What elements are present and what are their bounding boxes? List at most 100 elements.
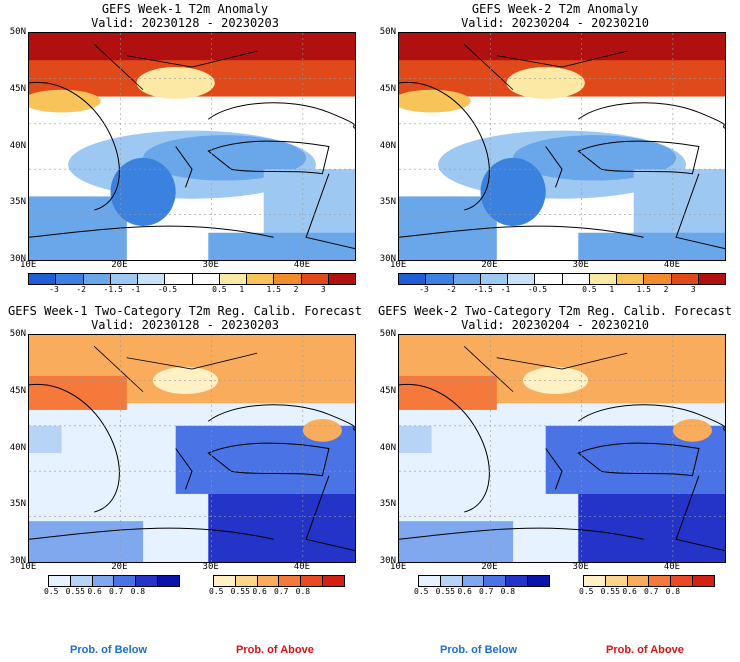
colorbar-tick: 2: [663, 285, 669, 294]
colorbar-swatch: [70, 576, 93, 586]
map-field: [398, 334, 726, 563]
colorbar-swatch: [247, 274, 275, 284]
colorbar-tick: -0.5: [157, 285, 178, 294]
colorbar-tick: 0.8: [665, 587, 681, 596]
lat-label: 35N: [9, 197, 26, 208]
below-colorbar: [48, 575, 180, 587]
colorbar-tick: 0.8: [295, 587, 311, 596]
lat-label: 45N: [9, 385, 26, 396]
legend-below-left: Prob. of Below: [70, 644, 147, 656]
lat-label: 30N: [9, 556, 26, 566]
colorbar-tick: 0.7: [274, 587, 289, 596]
panel-title: GEFS Week-1 T2m Anomaly: [101, 2, 269, 16]
map-panel-4: GEFS Week-2 Two-Category T2m Reg. Calib.…: [370, 302, 740, 602]
colorbar-swatch: [480, 274, 508, 284]
colorbar-swatch: [698, 274, 725, 284]
lat-label: 50N: [9, 329, 26, 339]
above-colorbar: [583, 575, 715, 587]
colorbar-swatch: [56, 274, 84, 284]
colorbar-tick: 3: [690, 285, 696, 294]
panel-valid-date: Valid: 20230128 - 20230203: [91, 16, 279, 30]
colorbar-tick: -2: [76, 285, 86, 294]
colorbar-swatch: [158, 576, 179, 586]
colorbar-swatch: [440, 576, 463, 586]
colorbar-swatch: [92, 576, 115, 586]
colorbar-tick: 0.7: [109, 587, 124, 596]
colorbar-tick: 0.8: [500, 587, 516, 596]
colorbar-tick: 0.5: [414, 587, 429, 596]
lat-label: 50N: [379, 27, 396, 37]
map-field: [28, 334, 356, 563]
above-colorbar: [213, 575, 345, 587]
colorbar-tick: 0.55: [435, 587, 455, 596]
colorbar-swatch: [644, 274, 672, 284]
colorbar-swatch: [83, 274, 111, 284]
colorbar-tick: -1.5: [473, 285, 493, 294]
anomaly-colorbar: [398, 273, 726, 285]
panel-valid-date: Valid: 20230204 - 20230210: [461, 318, 649, 332]
panel-valid-date: Valid: 20230204 - 20230210: [461, 16, 649, 30]
colorbar-tick: 0.5: [44, 587, 59, 596]
colorbar-swatch: [235, 576, 258, 586]
colorbar-tick: 0.7: [644, 587, 659, 596]
colorbar-swatch: [29, 274, 57, 284]
panel-title: GEFS Week-2 Two-Category T2m Reg. Calib.…: [377, 304, 732, 318]
colorbar-tick: 1.5: [636, 285, 651, 294]
lat-label: 40N: [379, 442, 396, 453]
lon-label: 10E: [390, 562, 407, 572]
lon-label: 30E: [572, 562, 589, 572]
lon-label: 40E: [663, 260, 681, 270]
colorbar-tick: 0.5: [582, 285, 597, 294]
colorbar-swatch: [49, 576, 71, 586]
colorbar-swatch: [328, 274, 355, 284]
colorbar-tick: -1.5: [103, 285, 123, 294]
legend-below-right: Prob. of Below: [440, 644, 517, 656]
colorbar-swatch: [274, 274, 302, 284]
colorbar-swatch: [649, 576, 672, 586]
map-panel-2: GEFS Week-2 T2m Anomaly Valid: 20230204 -…: [370, 0, 740, 300]
colorbar-tick: 2: [293, 285, 299, 294]
colorbar-swatch: [138, 274, 166, 284]
colorbar-swatch: [584, 576, 606, 586]
legend-above-left: Prob. of Above: [236, 644, 314, 656]
colorbar-tick: 0.5: [209, 587, 224, 596]
colorbar-swatch: [165, 274, 193, 284]
lat-label: 50N: [379, 329, 396, 339]
colorbar-swatch: [508, 274, 536, 284]
lon-label: 20E: [111, 562, 128, 572]
colorbar-swatch: [136, 576, 159, 586]
colorbar-swatch: [192, 274, 220, 284]
legend-above-right: Prob. of Above: [606, 644, 684, 656]
lon-label: 10E: [20, 562, 37, 572]
map-field: [398, 32, 726, 261]
lon-label: 30E: [572, 260, 589, 270]
lat-label: 30N: [379, 254, 396, 264]
colorbar-tick: 3: [320, 285, 326, 294]
colorbar-tick: 1: [609, 285, 615, 294]
lat-label: 45N: [379, 385, 396, 396]
colorbar-swatch: [453, 274, 481, 284]
map-field: [28, 32, 356, 261]
colorbar-swatch: [671, 576, 694, 586]
colorbar-tick: 0.6: [87, 587, 102, 596]
colorbar-tick: -3: [49, 285, 59, 294]
colorbar-swatch: [693, 576, 714, 586]
colorbar-tick: 0.55: [600, 587, 620, 596]
colorbar-tick: -2: [446, 285, 456, 294]
colorbar-swatch: [462, 576, 485, 586]
colorbar-swatch: [219, 274, 247, 284]
lon-label: 40E: [293, 260, 311, 270]
lat-label: 40N: [379, 140, 396, 151]
colorbar-swatch: [671, 274, 699, 284]
colorbar-swatch: [426, 274, 454, 284]
lon-label: 40E: [663, 562, 681, 572]
lat-label: 45N: [379, 83, 396, 94]
below-colorbar: [418, 575, 550, 587]
lon-label: 20E: [481, 260, 498, 270]
colorbar-tick: 0.7: [479, 587, 494, 596]
map-panel-3: GEFS Week-1 Two-Category T2m Reg. Calib.…: [0, 302, 370, 602]
colorbar-tick: 1: [239, 285, 245, 294]
colorbar-swatch: [323, 576, 344, 586]
colorbar-swatch: [562, 274, 590, 284]
lon-label: 30E: [202, 260, 219, 270]
